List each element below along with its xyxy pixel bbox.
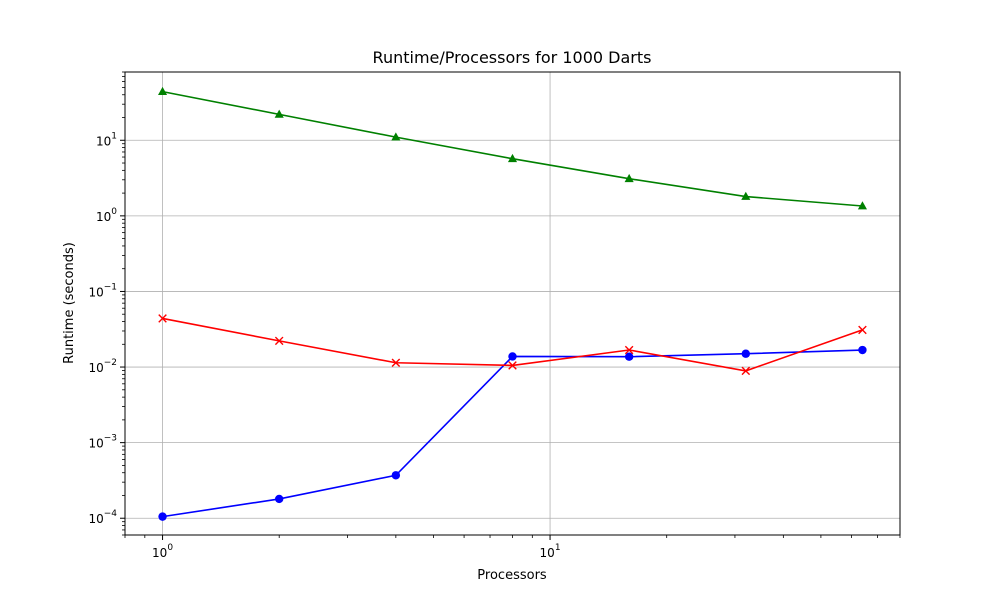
y-axis: 10−4 10−3 10−2 10−1 100 101 bbox=[88, 131, 125, 526]
data-point bbox=[157, 86, 168, 95]
data-point bbox=[857, 201, 868, 210]
data-point bbox=[508, 352, 517, 361]
series-triangle bbox=[157, 86, 868, 210]
y-tick-label: 10−4 bbox=[88, 509, 117, 526]
series-x bbox=[158, 314, 867, 376]
y-tick-label: 10−3 bbox=[88, 434, 117, 451]
data-point bbox=[507, 153, 518, 163]
y-tick-label: 101 bbox=[96, 131, 117, 148]
data-point bbox=[624, 345, 634, 355]
data-point bbox=[391, 132, 401, 141]
data-point bbox=[741, 349, 750, 358]
data-point bbox=[741, 366, 751, 376]
x-axis: 100 101 bbox=[152, 535, 561, 560]
y-tick-label: 100 bbox=[96, 207, 117, 224]
series-line bbox=[162, 90, 863, 207]
data-point bbox=[391, 358, 401, 368]
data-point bbox=[858, 325, 867, 335]
data-point bbox=[275, 494, 284, 504]
y-tick-label: 10−2 bbox=[88, 358, 117, 375]
data-point bbox=[624, 352, 634, 361]
data-point bbox=[741, 191, 751, 200]
grid bbox=[125, 72, 900, 535]
x-tick-label: 100 bbox=[152, 543, 173, 560]
minor-ticks bbox=[122, 71, 901, 538]
data-point bbox=[391, 471, 401, 480]
chart-title: Runtime/Processors for 1000 Darts bbox=[373, 48, 652, 67]
x-axis-label: Processors bbox=[477, 568, 547, 583]
data-point bbox=[158, 512, 167, 521]
plot-frame bbox=[124, 71, 901, 536]
data-point bbox=[274, 109, 284, 118]
series-layer bbox=[157, 86, 868, 521]
data-point bbox=[624, 173, 634, 183]
y-tick-label: 10−1 bbox=[88, 282, 117, 299]
data-point bbox=[508, 361, 517, 370]
data-point bbox=[274, 336, 284, 346]
data-point bbox=[858, 345, 867, 355]
y-axis-label: Runtime (seconds) bbox=[62, 242, 77, 364]
x-tick-label: 101 bbox=[540, 543, 561, 560]
series-line bbox=[162, 317, 863, 372]
series-line bbox=[162, 349, 863, 518]
data-point bbox=[158, 314, 167, 323]
series-circle bbox=[158, 345, 867, 521]
